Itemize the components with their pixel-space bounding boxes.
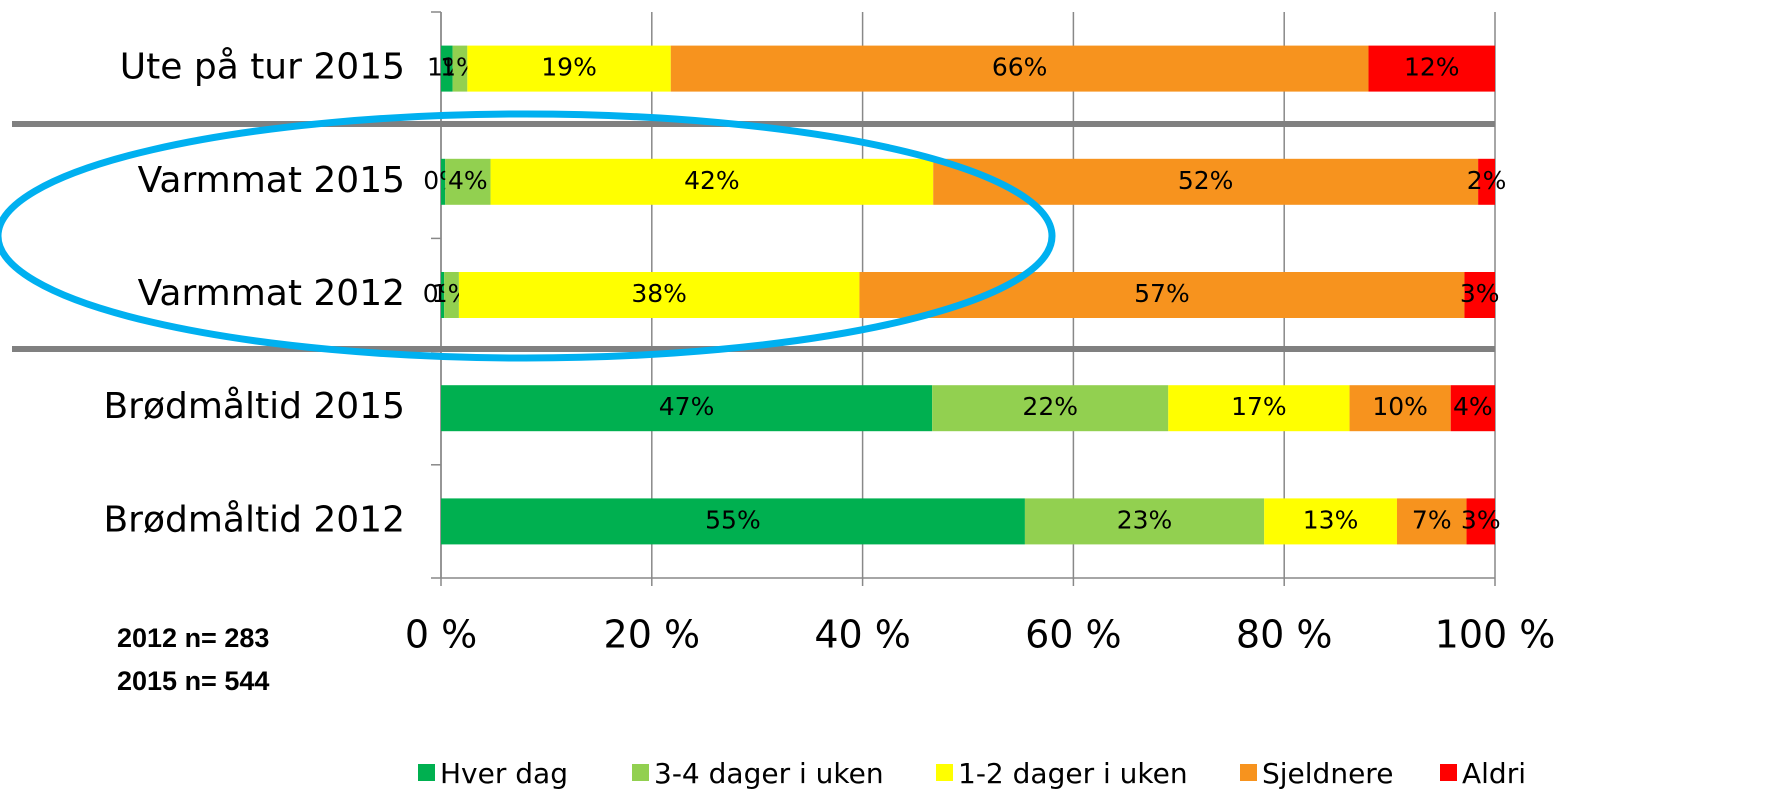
bar-segment: [1264, 498, 1397, 545]
bar-segment: [670, 45, 1369, 92]
category-label: Brødmåltid 2015: [103, 386, 405, 427]
highlight-ellipse: [0, 110, 1056, 362]
bar-segment: [441, 385, 933, 432]
x-tick-label: 100 %: [1435, 613, 1556, 657]
x-tick-label: 0 %: [405, 613, 477, 657]
value-label: 19%: [541, 53, 597, 82]
bar-segment: [1464, 272, 1495, 318]
bar-segment: [1168, 385, 1350, 432]
value-label: 42%: [684, 166, 740, 195]
bar-segment: [444, 272, 459, 318]
bar-segment: [1478, 158, 1495, 205]
bar-segment: [1368, 45, 1495, 92]
value-label: 57%: [1134, 279, 1190, 308]
value-label: 4%: [1453, 392, 1493, 421]
value-label: 10%: [1372, 392, 1428, 421]
legend-label: 3-4 dager i uken: [654, 757, 884, 790]
bar-segment: [932, 385, 1169, 432]
category-label: Varmmat 2015: [138, 160, 405, 201]
legend-swatch: [1240, 764, 1257, 781]
value-label: 17%: [1231, 392, 1287, 421]
x-tick-label: 40 %: [814, 613, 911, 657]
legend-label: Hver dag: [440, 757, 568, 790]
value-label: 38%: [631, 279, 687, 308]
bar-segment: [458, 272, 860, 318]
annotation: 2012 n= 283: [117, 623, 269, 653]
value-label: 52%: [1178, 166, 1234, 195]
legend-label: Aldri: [1462, 757, 1526, 790]
category-label: Brødmåltid 2012: [103, 499, 405, 540]
x-tick-label: 20 %: [604, 613, 701, 657]
value-label: 2%: [1467, 166, 1507, 195]
bar-segment: [441, 45, 453, 92]
value-label: 3%: [1460, 279, 1500, 308]
x-tick-label: 60 %: [1025, 613, 1122, 657]
bar-segment: [445, 158, 491, 205]
legend-swatch: [418, 764, 435, 781]
value-label: 23%: [1117, 505, 1173, 534]
value-label: 12%: [1404, 53, 1460, 82]
bar-segment: [490, 158, 934, 205]
bar-segment: [441, 158, 446, 205]
annotation: 2015 n= 544: [117, 666, 269, 696]
value-label: 22%: [1022, 392, 1078, 421]
bar-segment: [1466, 498, 1495, 545]
category-label: Varmmat 2012: [138, 273, 405, 314]
value-label: 4%: [448, 166, 488, 195]
bar-segment: [859, 272, 1465, 318]
bar-segment: [1349, 385, 1451, 432]
bar-segment: [441, 498, 1025, 545]
bar-segment: [1396, 498, 1467, 545]
legend-label: 1-2 dager i uken: [958, 757, 1188, 790]
bar-segment: [1450, 385, 1495, 432]
value-label: 66%: [992, 53, 1048, 82]
bar-segment: [1024, 498, 1265, 545]
bar-segment: [452, 45, 468, 92]
legend-swatch: [1440, 764, 1457, 781]
value-label: 13%: [1303, 505, 1359, 534]
bar-segment: [441, 272, 445, 318]
value-label: 47%: [659, 392, 715, 421]
legend-label: Sjeldnere: [1262, 757, 1393, 790]
category-label: Ute på tur 2015: [120, 47, 405, 88]
bar-segment: [467, 45, 671, 92]
legend-swatch: [632, 764, 649, 781]
x-tick-label: 80 %: [1236, 613, 1333, 657]
value-label: 3%: [1461, 505, 1501, 534]
legend-swatch: [936, 764, 953, 781]
value-label: 7%: [1412, 505, 1452, 534]
value-label: 55%: [705, 505, 761, 534]
